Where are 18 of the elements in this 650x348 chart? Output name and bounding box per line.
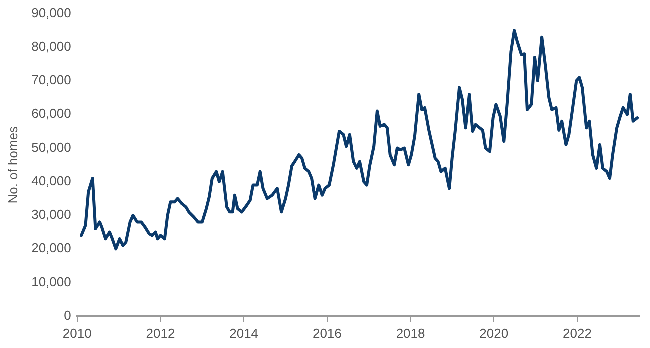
y-tick-label: 60,000 bbox=[32, 106, 72, 122]
y-axis-title: No. of homes bbox=[5, 126, 20, 204]
x-tick-label: 2020 bbox=[480, 326, 509, 341]
y-tick-label: 30,000 bbox=[32, 207, 72, 222]
y-tick-label: 50,000 bbox=[32, 140, 72, 155]
x-tick-label: 2014 bbox=[230, 326, 259, 341]
y-tick-label: 90,000 bbox=[32, 5, 72, 20]
x-tick-label: 2022 bbox=[563, 326, 592, 341]
y-tick-label: 20,000 bbox=[32, 240, 72, 256]
y-tick-label: 0 bbox=[64, 308, 72, 323]
y-tick-label: 80,000 bbox=[32, 39, 72, 54]
y-tick-label: 10,000 bbox=[32, 274, 72, 290]
y-tick-label: 70,000 bbox=[32, 72, 72, 88]
x-tick-label: 2010 bbox=[62, 326, 92, 341]
x-tick-label: 2018 bbox=[396, 326, 426, 341]
x-tick-label: 2016 bbox=[312, 326, 342, 341]
y-tick-label: 40,000 bbox=[32, 173, 72, 188]
x-tick-label: 2012 bbox=[146, 326, 176, 341]
